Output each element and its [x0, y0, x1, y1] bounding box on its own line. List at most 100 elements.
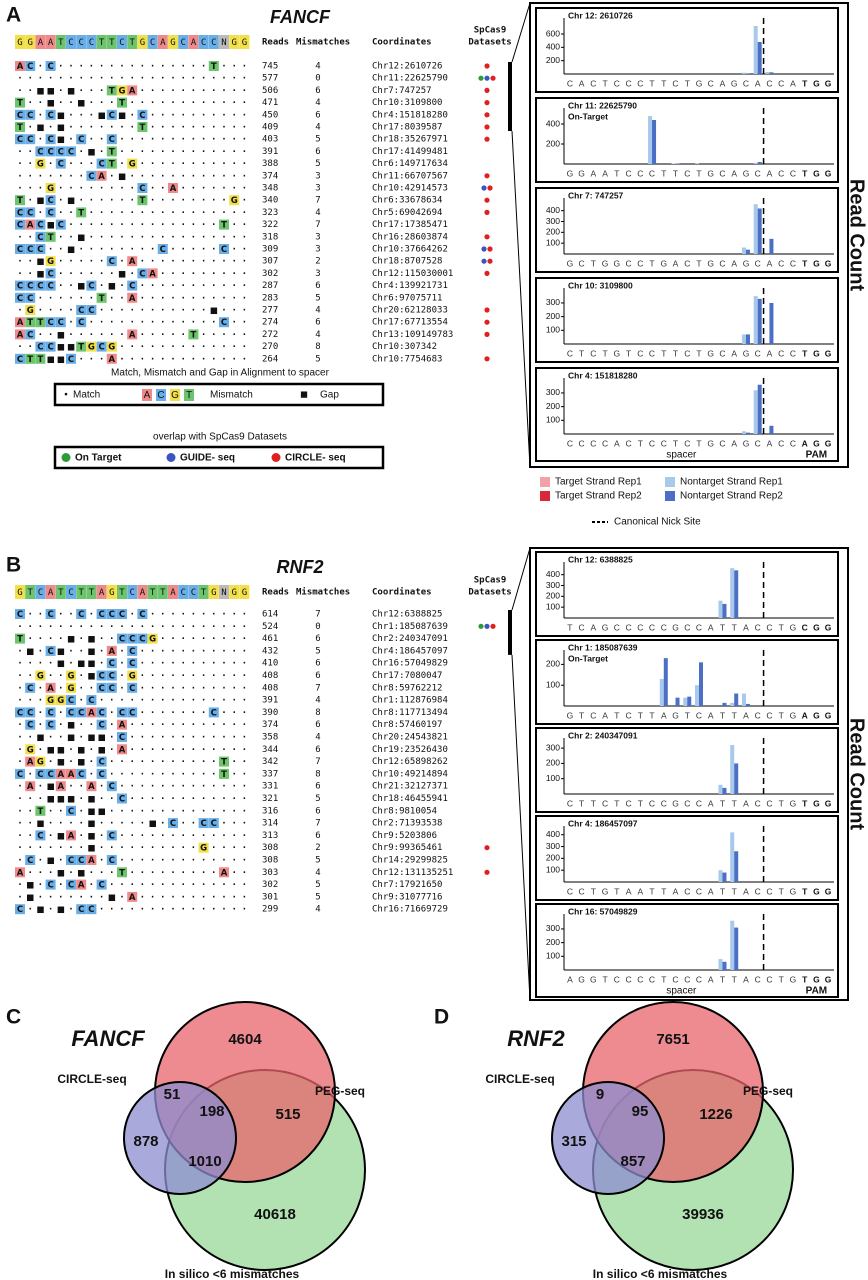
reads: 314: [262, 819, 278, 829]
base-box: [117, 719, 127, 730]
base-box: [15, 292, 25, 303]
alignment: ···■■■·■··C············: [18, 795, 246, 805]
alignment: CTT■■C···A·············: [17, 355, 246, 365]
base-box: [15, 633, 25, 644]
mismatches: 4: [315, 330, 320, 340]
dataset-dot: [484, 209, 490, 215]
chart-frame: [535, 639, 839, 725]
bar: [745, 249, 750, 254]
y-tick-label: 400: [546, 205, 560, 215]
base-box: [25, 353, 36, 364]
chart-title: Chr 4: 151818280: [568, 370, 638, 380]
base-box: [55, 768, 66, 779]
base-box: [35, 341, 46, 352]
chart-panel-frame: [529, 547, 849, 1001]
alignment: ·G····CC···········■···: [18, 306, 246, 316]
base-box: [25, 585, 36, 599]
mismatches: 0: [315, 622, 320, 632]
panel-letter: A: [6, 4, 21, 27]
base-box: [25, 682, 36, 693]
chart-title: Chr 16: 57049829: [568, 906, 638, 916]
mismatches: 5: [315, 293, 320, 303]
base-box: [127, 682, 138, 693]
base-box: [86, 305, 97, 315]
bar: [652, 120, 657, 164]
header-mismatches: Mismatches: [296, 37, 350, 48]
reads: 318: [262, 232, 278, 242]
chart-frame: [535, 187, 839, 273]
bar: [769, 72, 774, 74]
dataset-dot: [478, 623, 484, 629]
base-box: [25, 317, 36, 328]
base-box: [157, 585, 168, 599]
base-box: [157, 35, 168, 49]
base-box: [15, 904, 25, 915]
base-box: [86, 341, 97, 352]
alignment: ·■·C■··■·A·C···········: [18, 647, 246, 657]
chart-frame: [535, 97, 839, 183]
mismatches: 6: [315, 745, 320, 755]
bar: [718, 959, 723, 970]
legend-swatch: [665, 491, 675, 501]
base-box: [168, 183, 178, 193]
panel-letter: B: [6, 554, 21, 577]
mismatches: 6: [315, 147, 320, 157]
venn-count: 4604: [228, 1031, 262, 1048]
base-box: [66, 35, 76, 49]
bar: [722, 787, 727, 794]
dataset-dot: [481, 246, 487, 252]
legend-label: Nontarget Strand Rep2: [680, 491, 783, 502]
coordinates: Chr6:33678634: [372, 196, 442, 206]
zoom-line: [511, 654, 531, 1001]
coordinates: Chr12:65898262: [372, 757, 448, 767]
venn-count: 515: [275, 1106, 300, 1123]
bar: [695, 163, 699, 164]
alignment: ··CT··■················: [18, 233, 246, 243]
header-datasets: SpCas9: [474, 26, 507, 36]
reads: 388: [262, 159, 278, 169]
base-box: [127, 329, 138, 340]
venn-set-label: CIRCLE-seq: [57, 1072, 126, 1086]
y-tick-label: 300: [546, 580, 560, 590]
reference-sequence: GTCATCTTAGTCATTACCTGNGG: [17, 588, 247, 598]
bar: [718, 870, 723, 882]
bar: [730, 702, 735, 706]
mismatches: 8: [315, 769, 320, 779]
reads: 277: [262, 306, 278, 316]
alignment: C·CCAAC·C···········T··: [17, 770, 246, 780]
base-box: [156, 389, 166, 401]
reads: 614: [262, 610, 278, 620]
dataset-dot: [487, 185, 493, 191]
alignment: ··CCCC·■·T·············: [18, 147, 246, 157]
venn-count: 51: [164, 1086, 181, 1103]
chart-frame: [535, 277, 839, 363]
base-box: [117, 707, 127, 718]
gene-title: RNF2: [276, 557, 323, 577]
y-tick-label: 200: [546, 853, 560, 863]
bar: [718, 600, 723, 618]
match-symbol: •: [64, 390, 68, 401]
x-pam: AGG: [802, 710, 832, 720]
y-tick-label: 400: [546, 829, 560, 839]
base-box: [147, 268, 158, 279]
base-box: [25, 719, 36, 730]
base-box: [15, 109, 25, 120]
alignment: ··T··C·■■··············: [18, 807, 246, 817]
base-box: [96, 756, 107, 767]
x-pam: TGG: [802, 258, 832, 268]
base-box: [66, 830, 76, 841]
base-box: [76, 341, 87, 352]
chart-title: Chr 11: 22625790: [568, 100, 637, 110]
reference-sequence: GGAATCCCTTCTGCAGCACCNGG: [17, 38, 247, 48]
coordinates: Chr5:69042694: [372, 208, 442, 218]
base-box: [35, 280, 46, 291]
base-box: [96, 292, 107, 303]
coordinates: Chr19:23526430: [372, 745, 448, 755]
base-box: [55, 585, 66, 599]
legend-label: Target Strand Rep1: [555, 477, 642, 488]
reads: 337: [262, 769, 278, 779]
y-tick-label: 200: [546, 758, 560, 768]
mismatches: 0: [315, 74, 320, 84]
dataset-dot: [484, 136, 490, 142]
base-box: [76, 609, 87, 619]
